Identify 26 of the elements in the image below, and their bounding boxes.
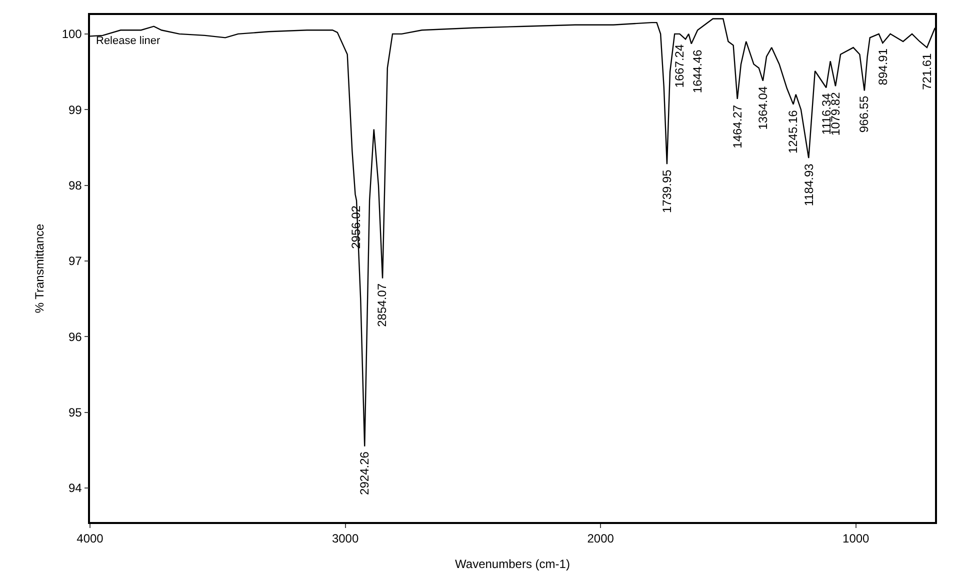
annotation: Release liner — [96, 35, 161, 47]
annotation: 2924.26 — [357, 451, 372, 495]
y-tick-label: 98 — [68, 178, 82, 192]
x-axis-title: Wavenumbers (cm-1) — [455, 556, 570, 571]
y-tick-label: 95 — [68, 405, 82, 420]
annotation: 1245.16 — [786, 110, 800, 154]
y-axis-title: % Transmittance — [32, 223, 47, 314]
annotation: 1739.95 — [660, 169, 674, 214]
annotation: 966.55 — [857, 96, 872, 133]
annotation: 894.91 — [876, 48, 890, 86]
y-tick-label: 96 — [68, 330, 82, 344]
y-tick-label: 94 — [68, 481, 82, 496]
x-tick-label: 1000 — [842, 531, 870, 546]
annotation: 721.61 — [920, 52, 934, 90]
x-tick-label: 2000 — [587, 531, 614, 546]
x-tick-label: 4000 — [76, 531, 104, 546]
x-tick-label: 3000 — [332, 531, 359, 546]
y-tick-label: 99 — [68, 102, 82, 117]
y-tick-label: 97 — [68, 254, 82, 268]
y-tick-label: 100 — [62, 27, 82, 42]
annotation: 1464.27 — [730, 104, 744, 148]
annotation: 1667.24 — [672, 44, 686, 88]
annotation: 1364.04 — [756, 86, 770, 130]
annotation: 1644.46 — [690, 49, 705, 94]
annotation: 1184.93 — [802, 163, 816, 206]
annotation: 2854.07 — [375, 283, 390, 327]
